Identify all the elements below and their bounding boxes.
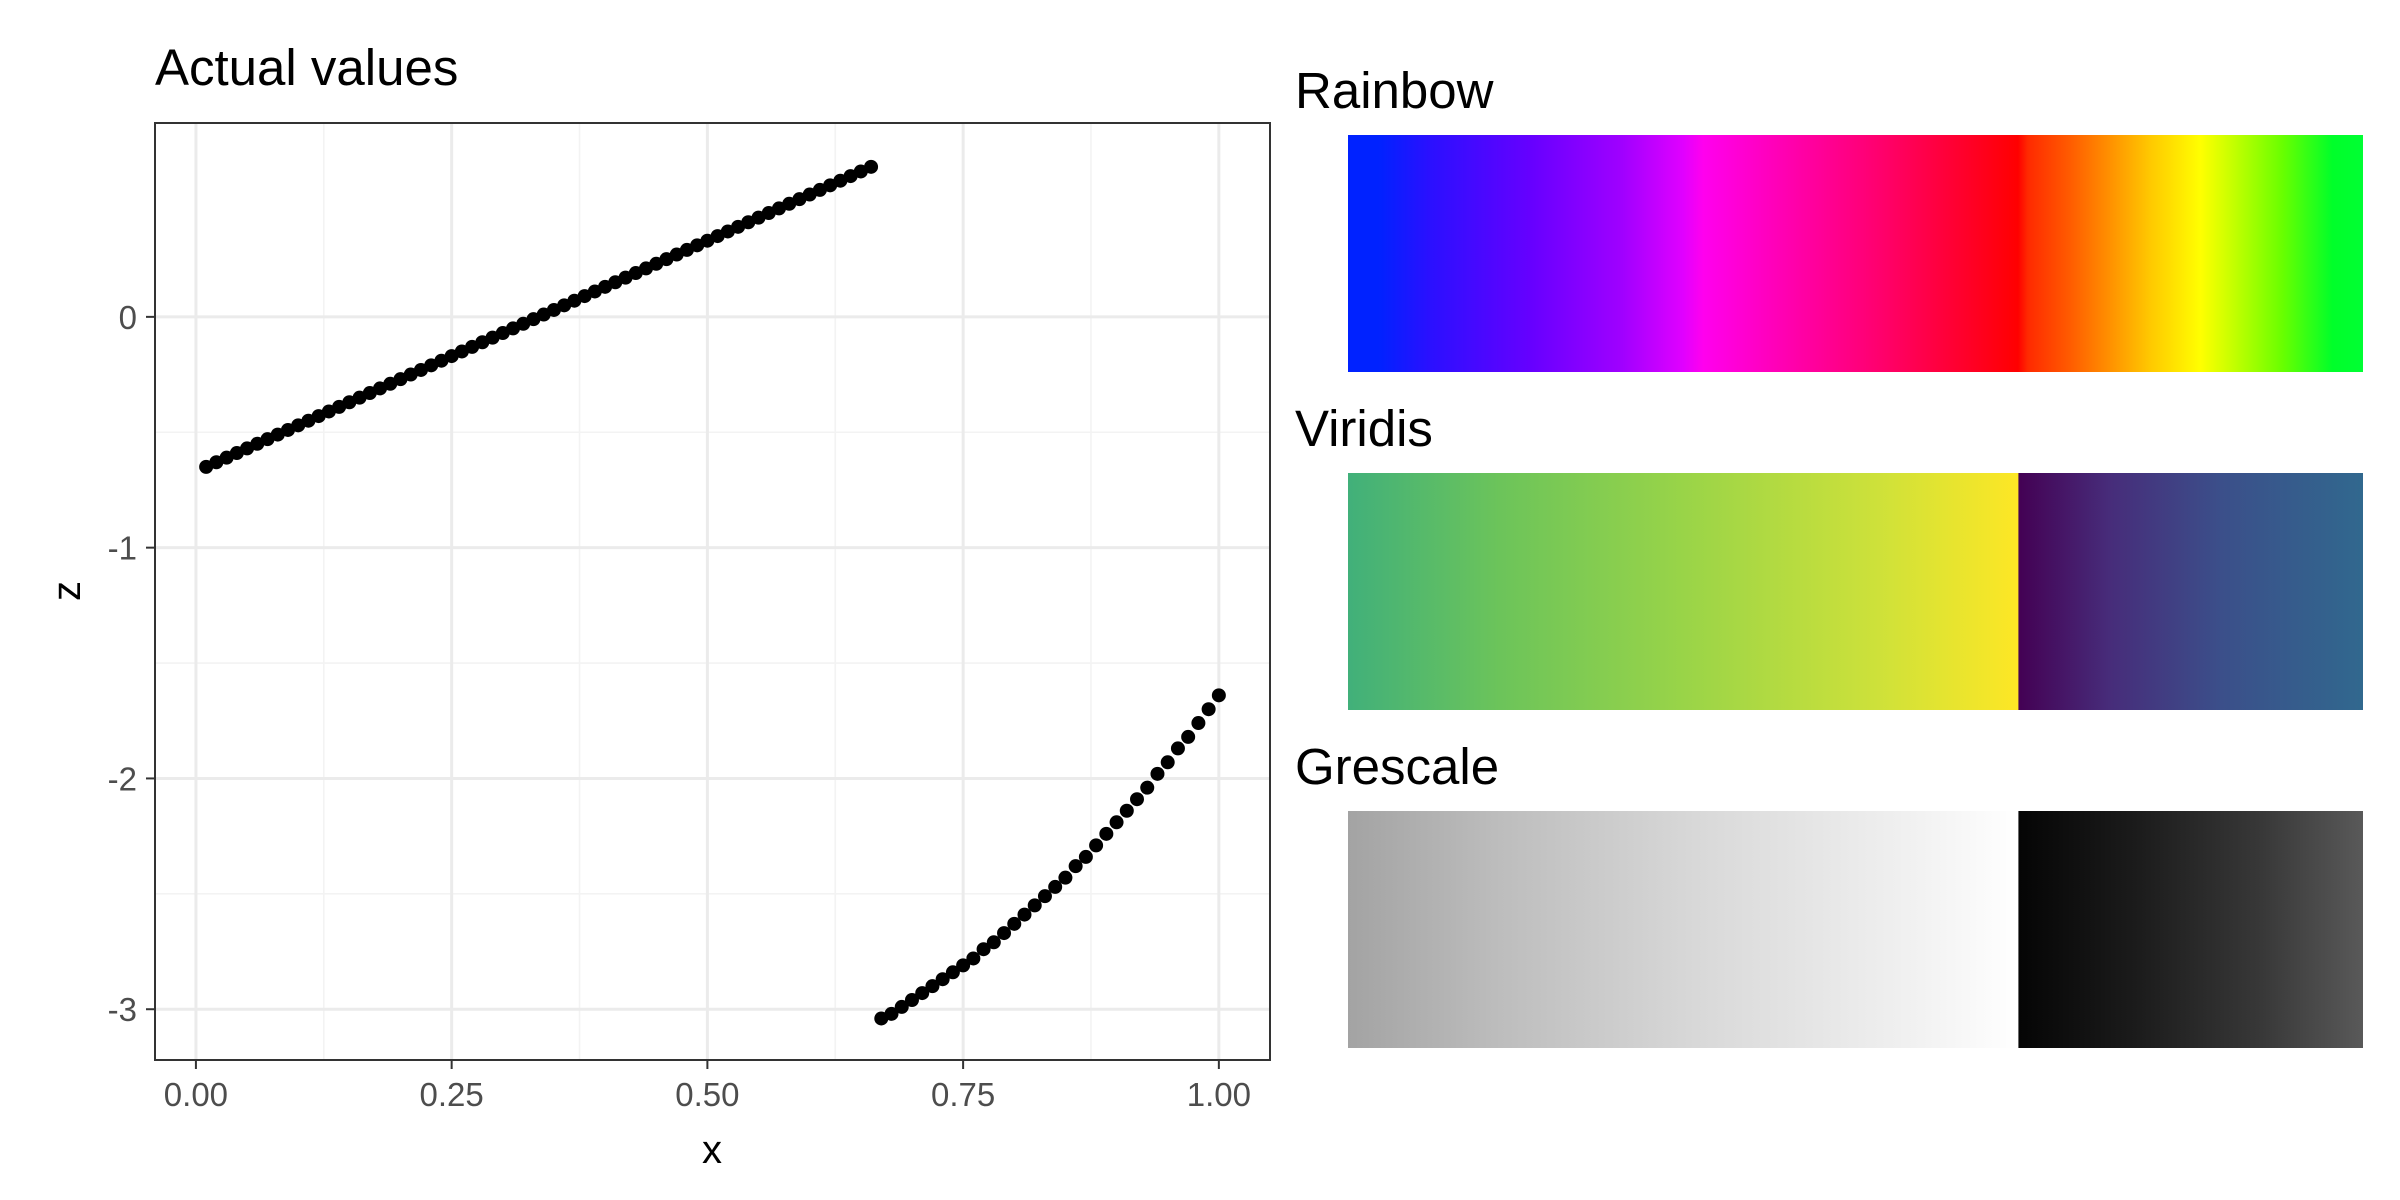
greyscale-palette-bar: [1348, 811, 2363, 1048]
rainbow-title: Rainbow: [1295, 62, 1494, 119]
data-point: [915, 986, 930, 1001]
data-point: [1078, 849, 1093, 864]
data-point: [864, 159, 879, 174]
panel-border: [154, 122, 1271, 1061]
data-point: [904, 992, 919, 1007]
data-point: [925, 979, 940, 994]
data-point: [1211, 688, 1226, 703]
y-axis-title: z: [45, 581, 89, 601]
data-point: [997, 926, 1012, 941]
data-point: [935, 972, 950, 987]
data-point: [1058, 870, 1073, 885]
greyscale-title: Grescale: [1295, 738, 1499, 795]
viridis-palette-bar: [1348, 473, 2363, 710]
grid-layer: [155, 123, 1270, 1060]
data-point: [945, 965, 960, 980]
data-point: [1099, 826, 1114, 841]
data-point: [1027, 898, 1042, 913]
x-axis-title: x: [702, 1128, 722, 1172]
x-tick-label: 1.00: [1187, 1076, 1251, 1113]
x-tick-label: 0.50: [675, 1076, 739, 1113]
axis-layer: 0.00 0.25 0.50 0.75 1.00 -3 -2 -1 0: [108, 299, 1251, 1113]
data-point: [976, 942, 991, 957]
data-point: [884, 1006, 899, 1021]
data-point: [1201, 702, 1216, 717]
data-point: [1119, 803, 1134, 818]
data-point: [1037, 889, 1052, 904]
points-layer: [199, 159, 1226, 1026]
y-tick-label: -2: [108, 760, 137, 797]
viridis-title: Viridis: [1295, 400, 1433, 457]
data-point: [1150, 766, 1165, 781]
x-tick-label: 0.25: [420, 1076, 484, 1113]
data-point: [1007, 916, 1022, 931]
data-point: [956, 958, 971, 973]
scatter-title: Actual values: [155, 39, 458, 96]
data-point: [966, 951, 981, 966]
y-tick-label: -1: [108, 530, 137, 567]
data-point: [1048, 879, 1063, 894]
data-point: [1089, 838, 1104, 853]
y-tick-label: 0: [119, 299, 137, 336]
rainbow-palette-bar: [1348, 135, 2363, 372]
data-point: [1140, 780, 1155, 795]
data-point: [1160, 755, 1175, 770]
x-tick-label: 0.00: [164, 1076, 228, 1113]
data-point: [1130, 792, 1145, 807]
data-point: [894, 999, 909, 1014]
data-point: [1181, 729, 1196, 744]
y-tick-label: -3: [108, 991, 137, 1028]
data-point: [1191, 716, 1206, 731]
scatter-panel: 0.00 0.25 0.50 0.75 1.00 -3 -2 -1 0: [108, 122, 1271, 1113]
data-point: [986, 935, 1001, 950]
x-tick-label: 0.75: [931, 1076, 995, 1113]
data-point: [1170, 741, 1185, 756]
data-point: [1068, 859, 1083, 874]
data-point: [1109, 815, 1124, 830]
data-point: [1017, 907, 1032, 922]
